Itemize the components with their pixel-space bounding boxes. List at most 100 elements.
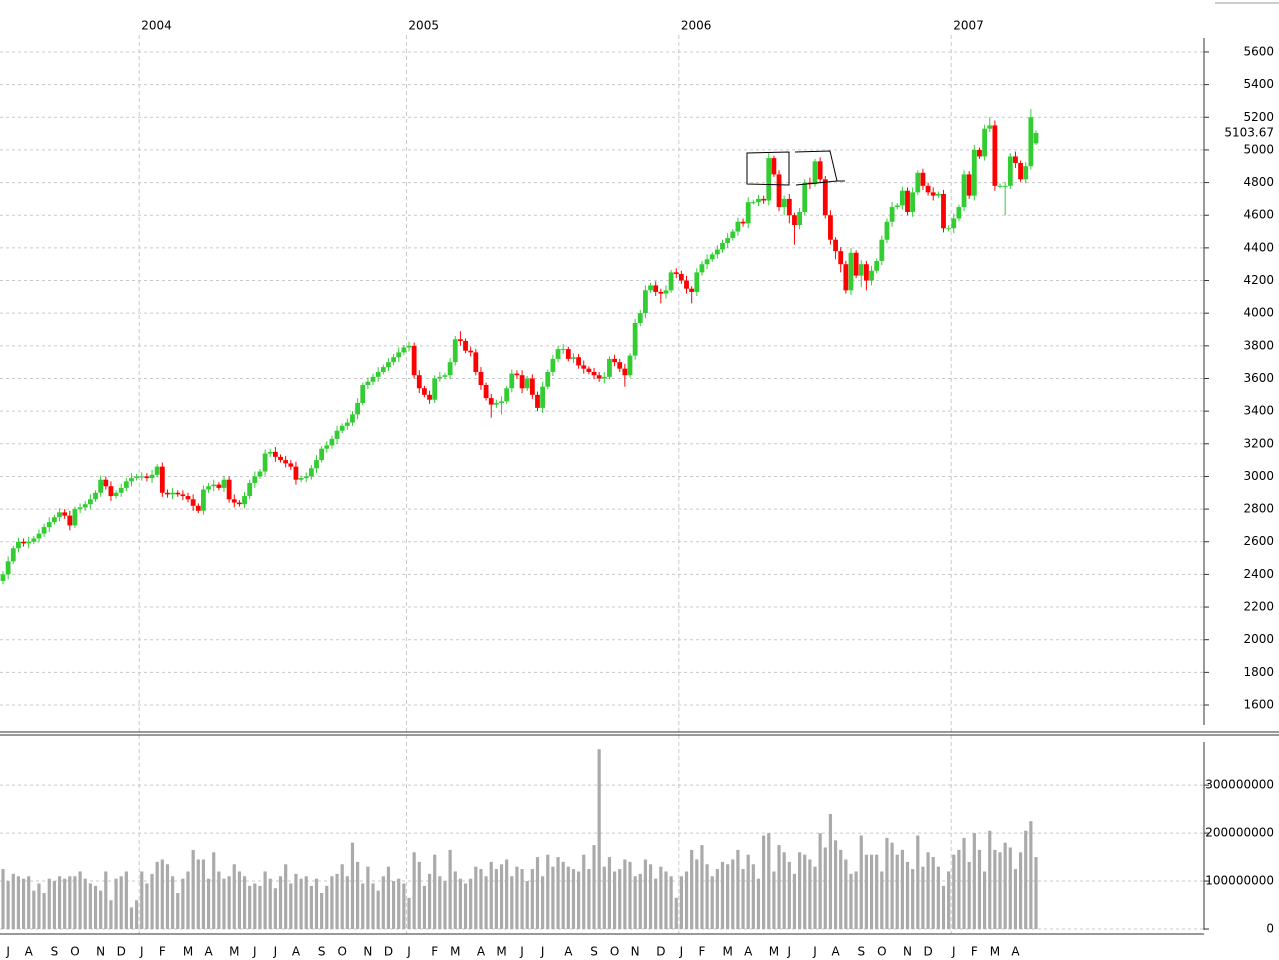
volume-bar [690, 849, 694, 929]
candle-body [977, 149, 982, 157]
x-tick-label: A [744, 945, 753, 959]
volume-bar [1024, 830, 1028, 929]
candle-body [596, 375, 602, 379]
volume-bar [679, 876, 683, 929]
candle-body [709, 254, 715, 260]
candle-body [648, 285, 653, 291]
candle-body [509, 373, 515, 389]
candle-body [134, 476, 140, 479]
candle-body [925, 185, 931, 193]
candle-body [457, 339, 463, 341]
volume-bar [936, 866, 940, 929]
candle-body [699, 264, 705, 273]
volume-bar [643, 859, 648, 929]
volume-bar [304, 876, 308, 929]
x-tick-label: S [857, 945, 865, 959]
volume-bar [68, 876, 72, 929]
volume-bar [294, 873, 298, 929]
candle-body [278, 456, 283, 461]
x-tick-label: N [96, 945, 105, 959]
volume-bar [916, 835, 920, 929]
volume-bar [484, 876, 488, 929]
candle-body [678, 273, 684, 281]
volume-bar [977, 849, 982, 929]
candle-body [869, 270, 874, 281]
volume-bar [155, 861, 159, 929]
volume-bar [320, 893, 324, 929]
candle-body [576, 357, 582, 366]
candle-body [82, 504, 88, 508]
x-tick-label: M [229, 945, 239, 959]
volume-bar [330, 876, 334, 929]
y-tick-label: 4800 [1243, 175, 1274, 189]
volume-bar [695, 859, 699, 929]
volume-bar [42, 893, 46, 929]
candle-body [46, 522, 52, 528]
x-tick-label: F [698, 945, 705, 959]
x-tick-label: O [70, 945, 79, 959]
y-tick-label: 4000 [1243, 306, 1274, 320]
candle-body [560, 349, 566, 351]
volume-bar [412, 852, 416, 929]
volume-bar [700, 845, 704, 929]
candle-body [499, 401, 504, 403]
x-tick-label: O [877, 945, 886, 959]
volume-bar [854, 871, 858, 929]
volume-bar [967, 861, 971, 929]
candle-body [812, 161, 818, 185]
volume-bar [109, 900, 113, 929]
volume-bar [83, 878, 87, 929]
candle-body [391, 357, 396, 363]
volume-bar [710, 876, 714, 929]
x-tick-label: A [25, 945, 34, 959]
candle-body [427, 394, 432, 400]
candle-body [571, 357, 576, 359]
x-tick-label: N [631, 945, 640, 959]
candle-body [797, 211, 802, 226]
candle-body [67, 515, 73, 526]
volume-bar [386, 866, 391, 929]
candle-body [108, 486, 114, 497]
candle-body [159, 466, 165, 493]
candle-body [442, 375, 448, 377]
volume-bar [469, 878, 473, 929]
x-tick-label: A [477, 945, 486, 959]
candle-body [761, 198, 767, 201]
volume-bar [104, 871, 108, 929]
candle-body [5, 561, 11, 575]
candle-body [488, 398, 494, 405]
volume-bar [654, 878, 658, 929]
candle-body [781, 198, 787, 208]
candle-body [745, 202, 751, 224]
candle-body [514, 373, 520, 376]
candle-body [26, 541, 32, 544]
y-tick-label: 300000000 [1205, 778, 1274, 792]
volume-bar [859, 835, 863, 929]
volume-bar [880, 871, 884, 929]
volume-bar [448, 849, 452, 929]
x-tick-label: J [406, 945, 411, 959]
volume-bar [988, 830, 992, 929]
x-tick-label: J [252, 945, 257, 959]
volume-bar [669, 876, 673, 929]
candle-body [637, 313, 643, 323]
candle-body [231, 499, 237, 503]
volume-bar [947, 871, 951, 929]
candle-body [247, 482, 253, 497]
candle-body [1013, 156, 1018, 163]
candle-body [149, 474, 155, 479]
volume-bar [145, 883, 149, 929]
volume-bar [417, 861, 421, 929]
volume-bar [1029, 821, 1033, 929]
volume-bar [931, 857, 935, 929]
volume-bar [849, 873, 853, 929]
y-tick-label: 0 [1266, 922, 1274, 936]
volume-bar [273, 888, 277, 929]
candle-body [874, 260, 880, 271]
candle-body [607, 358, 612, 377]
candle-body [586, 368, 592, 372]
candle-body [401, 347, 407, 353]
volume-bar [756, 878, 761, 929]
